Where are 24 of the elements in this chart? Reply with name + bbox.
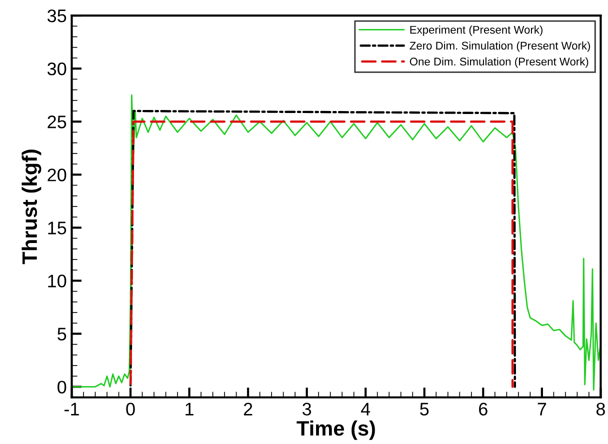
x-tick-label: 7	[538, 402, 546, 416]
y-axis-title: Thrust (kgf)	[22, 150, 42, 264]
y-tick-label: 25	[48, 116, 66, 128]
x-tick-label: 6	[479, 402, 488, 416]
x-axis-title: Time (s)	[296, 420, 375, 440]
y-tick-label: 0	[58, 380, 66, 394]
x-tick-label: 5	[420, 402, 429, 416]
x-tick-label: 2	[244, 402, 252, 416]
legend-label: One Dim. Simulation (Present Work)	[410, 57, 588, 68]
y-tick-label: 5	[58, 328, 66, 340]
y-tick-label: 10	[48, 274, 66, 288]
y-tick-label: 35	[47, 9, 66, 22]
legend-label: Experiment (Present Work)	[410, 26, 542, 36]
x-tick-label: 1	[186, 402, 194, 416]
x-tick-label: 3	[302, 402, 312, 416]
y-tick-label: 15	[48, 222, 66, 234]
x-tick-label: -1	[64, 402, 79, 416]
y-tick-label: 20	[48, 168, 66, 182]
y-tick-label: 30	[47, 62, 66, 76]
x-tick-label: 8	[596, 402, 605, 416]
legend-label: Zero Dim. Simulation (Present Work)	[410, 41, 590, 52]
line-series	[72, 94, 601, 391]
x-tick-label: 0	[126, 402, 135, 416]
x-tick-label: 4	[361, 402, 370, 416]
